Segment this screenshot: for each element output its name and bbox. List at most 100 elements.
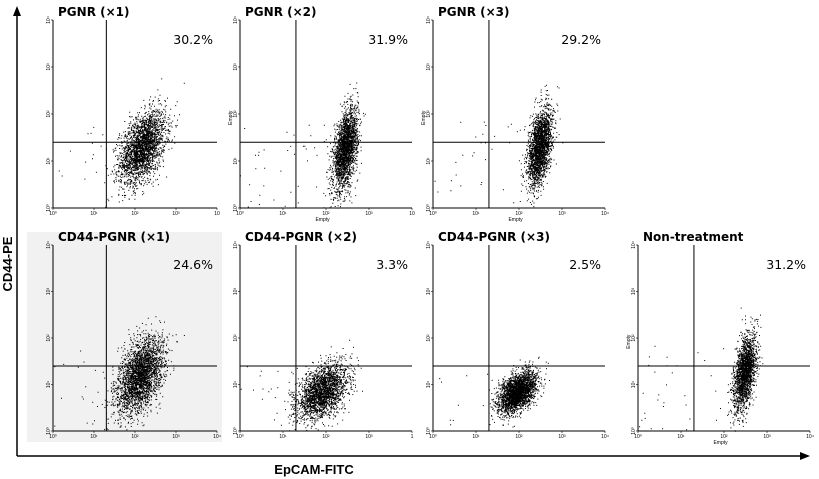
- x-tick-label: 10⁰: [49, 211, 57, 217]
- quadrant-percent: 2.5%: [569, 257, 601, 272]
- x-empty-label: Empty: [508, 217, 523, 223]
- x-tick-label: 10³: [763, 434, 771, 440]
- x-tick-label: 10²: [515, 211, 523, 217]
- panel-title: PGNR (×3): [438, 5, 509, 19]
- panel-title: CD44-PGNR (×2): [245, 230, 357, 244]
- quadrant-percent: 30.2%: [173, 32, 213, 47]
- y-tick-label: 10⁰: [46, 427, 52, 435]
- x-tick-label: 10¹: [90, 211, 98, 217]
- x-tick-label: 10⁴: [601, 211, 609, 217]
- x-tick-label: 10¹: [472, 211, 480, 217]
- scatter-points: [434, 84, 564, 208]
- x-tick-label: 10³: [365, 211, 373, 217]
- y-tick-label: 10⁴: [46, 16, 52, 24]
- event-dots: [54, 316, 185, 431]
- x-tick-label: 10: [409, 211, 415, 217]
- y-tick-label: 10²: [233, 110, 239, 118]
- quadrant-percent: 31.2%: [766, 257, 806, 272]
- y-tick-label: 10⁰: [233, 427, 239, 435]
- event-dots: [240, 339, 363, 432]
- scatter-points: [58, 78, 185, 208]
- x-axis-title: EpCAM-FITC: [274, 462, 354, 477]
- y-tick-label: 10¹: [631, 381, 637, 389]
- x-tick-label: 10²: [515, 434, 523, 440]
- x-tick-label: 10²: [322, 434, 330, 440]
- y-empty-label: Empty: [228, 110, 234, 125]
- y-tick-label: 10⁴: [631, 241, 637, 249]
- flow-panel: 10⁰ 10¹ 10² 10³ 10⁴ 10⁰ 10¹ 10² 10³ 10⁴ Empty Empty…: [421, 5, 609, 223]
- y-tick-label: 10¹: [233, 381, 239, 389]
- y-tick-label: 10⁴: [46, 241, 52, 249]
- x-tick-label: 10: [214, 211, 220, 217]
- y-tick-label: 10⁰: [426, 427, 432, 435]
- x-tick-label: 10¹: [90, 434, 98, 440]
- x-tick-label: 10³: [172, 211, 180, 217]
- x-empty-label: Empty: [713, 440, 728, 446]
- y-tick-label: 10⁴: [426, 16, 432, 24]
- y-tick-label: 10⁰: [426, 204, 432, 212]
- x-tick-label: 10¹: [279, 434, 287, 440]
- x-tick-label: 10⁰: [429, 211, 437, 217]
- y-tick-label: 10³: [233, 63, 239, 71]
- x-tick-label: 10⁰: [49, 434, 57, 440]
- y-tick-label: 10²: [233, 334, 239, 342]
- scatter-points: [439, 356, 550, 428]
- x-tick-label: 10¹: [472, 434, 480, 440]
- y-tick-label: 10¹: [426, 381, 432, 389]
- x-tick-label: 10⁰: [634, 434, 642, 440]
- y-tick-label: 10²: [426, 110, 432, 118]
- flow-panel: 10⁰ 10¹ 10² 10³ 1 10⁰ 10¹ 10² 10³ 10⁴ CD44-PGNR (×…: [233, 230, 414, 440]
- x-tick-label: 10³: [365, 434, 373, 440]
- y-tick-label: 10¹: [46, 381, 52, 389]
- y-tick-label: 10³: [46, 288, 52, 296]
- y-tick-label: 10²: [46, 334, 52, 342]
- y-tick-label: 10⁰: [46, 204, 52, 212]
- y-tick-label: 10³: [233, 288, 239, 296]
- quadrant-percent: 24.6%: [173, 257, 213, 272]
- y-tick-label: 10³: [631, 288, 637, 296]
- x-tick-label: 10⁰: [236, 434, 244, 440]
- flow-panel: 10⁰ 10¹ 10² 10³ 10⁴ 10⁰ 10¹ 10² 10³ 10⁴ Empty Empty…: [626, 230, 814, 446]
- y-tick-label: 10¹: [46, 157, 52, 165]
- panels: 10⁰ 10¹ 10² 10³ 10 10⁰ 10¹ 10² 10³ 10⁴ PGNR (×1) 30…: [27, 5, 814, 446]
- y-empty-label: Empty: [626, 334, 632, 349]
- y-empty-label: Empty: [421, 110, 427, 125]
- x-tick-label: 10⁰: [236, 211, 244, 217]
- x-tick-label: 10²: [131, 434, 139, 440]
- quadrant-percent: 29.2%: [561, 32, 601, 47]
- event-dots: [58, 78, 185, 208]
- scatter-points: [639, 307, 764, 432]
- y-tick-label: 10⁰: [233, 204, 239, 212]
- panel-title: CD44-PGNR (×3): [438, 230, 550, 244]
- quadrant-percent: 31.9%: [368, 32, 408, 47]
- y-tick-label: 10³: [46, 63, 52, 71]
- x-tick-label: 1: [411, 434, 414, 440]
- x-tick-label: 10⁰: [429, 434, 437, 440]
- y-tick-label: 10²: [631, 334, 637, 342]
- x-tick-label: 10³: [558, 434, 566, 440]
- scatter-points: [54, 316, 185, 431]
- panel-title: Non-treatment: [643, 230, 744, 244]
- panel-title: CD44-PGNR (×1): [58, 230, 170, 244]
- event-dots: [434, 84, 564, 208]
- flow-panel: 10⁰ 10¹ 10² 10³ 10 10⁰ 10¹ 10² 10³ 10⁴ PGNR (×1) 30…: [46, 5, 220, 217]
- y-tick-label: 10¹: [426, 157, 432, 165]
- panel-title: PGNR (×2): [245, 5, 316, 19]
- y-axis-title: CD44-PE: [0, 236, 15, 291]
- x-tick-label: 10³: [172, 434, 180, 440]
- y-tick-label: 10⁴: [233, 241, 239, 249]
- y-tick-label: 10³: [426, 288, 432, 296]
- y-tick-label: 10⁴: [426, 241, 432, 249]
- x-tick-label: 10¹: [279, 211, 287, 217]
- y-tick-label: 10⁴: [233, 16, 239, 24]
- x-tick-label: 10³: [558, 211, 566, 217]
- x-tick-label: 10⁴: [601, 434, 609, 440]
- flow-panel: 10⁰ 10¹ 10² 10³ 10 10⁰ 10¹ 10² 10³ 10⁴ Empty Empty P…: [228, 5, 415, 223]
- y-tick-label: 10³: [426, 63, 432, 71]
- y-tick-label: 10⁰: [631, 427, 637, 435]
- y-tick-label: 10¹: [233, 157, 239, 165]
- x-empty-label: Empty: [315, 217, 330, 223]
- y-tick-label: 10²: [426, 334, 432, 342]
- x-tick-label: 10²: [720, 434, 728, 440]
